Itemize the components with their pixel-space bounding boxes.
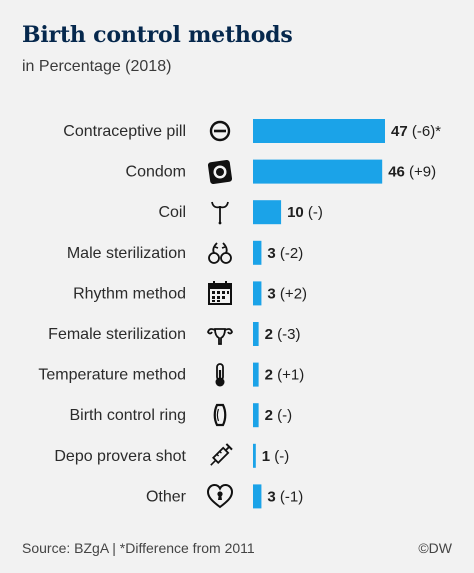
- category-label: Depo provera shot: [54, 448, 186, 465]
- heart-lock-icon: [206, 482, 234, 510]
- bar: [253, 403, 259, 428]
- source-note: Source: BZgA | *Difference from 2011: [22, 540, 255, 556]
- category-label: Temperature method: [38, 367, 186, 384]
- category-label: Other: [146, 488, 187, 505]
- category-label: Male sterilization: [67, 245, 186, 262]
- bar: [253, 119, 385, 143]
- value-label: 1 (-): [262, 448, 290, 465]
- thermometer-icon: [206, 361, 234, 389]
- category-label: Birth control ring: [70, 407, 187, 424]
- chart-title: Birth control methods: [22, 22, 293, 48]
- bar: [253, 443, 256, 468]
- value-label: 10 (-): [287, 204, 323, 221]
- ring-icon: [206, 401, 234, 429]
- category-label: Female sterilization: [48, 326, 186, 343]
- value-label: 46 (+9): [388, 164, 436, 181]
- copyright: ©DW: [418, 540, 452, 556]
- value-label: 3 (-1): [267, 488, 303, 505]
- bar: [253, 159, 383, 184]
- calendar-icon: [206, 279, 234, 307]
- bar: [253, 200, 282, 225]
- pill-icon: [206, 117, 234, 145]
- condom-icon: [206, 158, 234, 186]
- category-label: Condom: [126, 164, 186, 181]
- bar: [253, 362, 259, 387]
- category-label: Rhythm method: [73, 285, 186, 302]
- uterus-icon: [206, 320, 234, 348]
- coil-icon: [206, 198, 234, 226]
- chart-subtitle: in Percentage (2018): [22, 58, 172, 75]
- value-label: 3 (-2): [267, 245, 303, 262]
- value-label: 2 (+1): [265, 367, 305, 384]
- bar: [253, 281, 262, 306]
- bar: [253, 484, 262, 509]
- male-sterilization-icon: [206, 239, 234, 267]
- value-label: 3 (+2): [267, 285, 307, 302]
- value-label: 47 (-6)*: [391, 123, 441, 140]
- bar: [253, 322, 259, 346]
- category-label: Coil: [158, 204, 186, 221]
- category-label: Contraceptive pill: [63, 123, 186, 140]
- syringe-icon: [206, 442, 234, 470]
- value-label: 2 (-): [265, 407, 293, 424]
- bar-chart: Contraceptive pill 47 (-6)* Condom 46 (+9) C…: [38, 119, 441, 509]
- bar: [253, 240, 262, 265]
- value-label: 2 (-3): [265, 326, 301, 343]
